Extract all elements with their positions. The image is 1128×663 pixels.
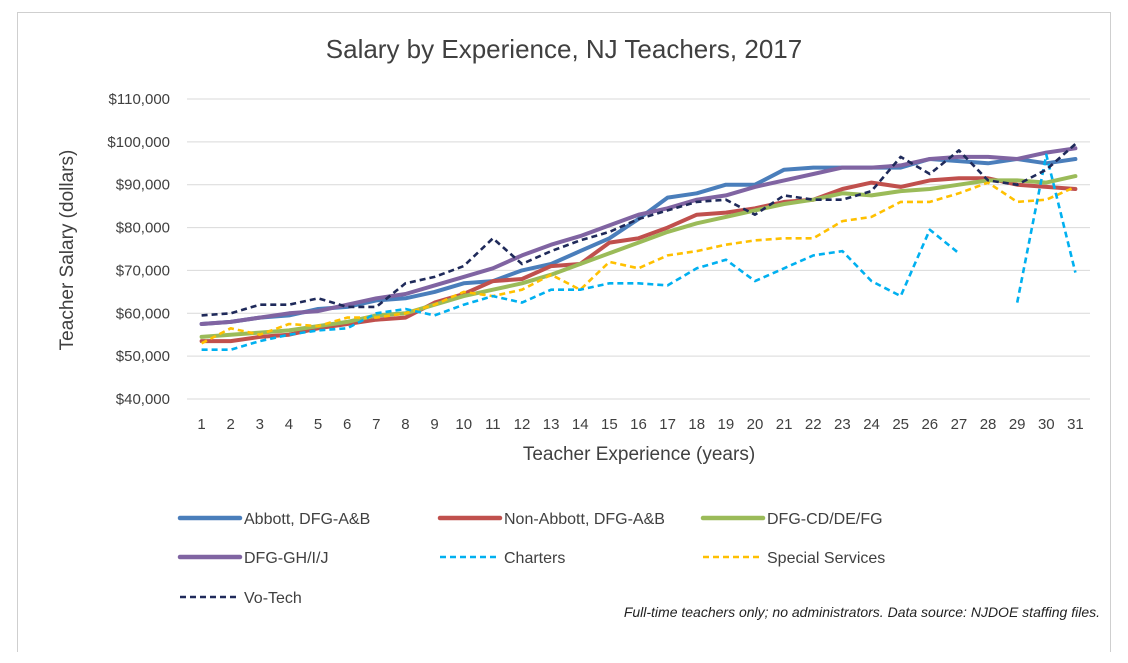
chart-title: Salary by Experience, NJ Teachers, 2017 — [325, 34, 803, 64]
series-line — [201, 181, 1076, 345]
x-tick-label: 10 — [455, 416, 472, 433]
x-tick-label: 12 — [514, 416, 531, 433]
x-tick-label: 30 — [1038, 416, 1055, 433]
x-tick-label: 27 — [951, 416, 968, 433]
x-tick-label: 15 — [601, 416, 618, 433]
series-line — [199, 174, 1078, 339]
x-tick-label: 20 — [747, 416, 764, 433]
x-tick-label: 5 — [314, 416, 322, 433]
legend-label: Abbott, DFG-A&B — [244, 511, 370, 528]
source-note: Full-time teachers only; no administrato… — [623, 604, 1100, 620]
legend-label: DFG-CD/DE/FG — [767, 511, 883, 528]
x-tick-label: 1 — [197, 416, 205, 433]
x-tick-label: 24 — [863, 416, 880, 433]
y-tick-label: $60,000 — [116, 305, 170, 322]
x-tick-label: 2 — [227, 416, 235, 433]
series-line — [1015, 153, 1077, 303]
legend-label: Special Services — [767, 550, 885, 567]
x-tick-label: 14 — [572, 416, 589, 433]
x-tick-label: 16 — [630, 416, 647, 433]
x-tick-label: 11 — [485, 416, 501, 433]
x-tick-label: 13 — [543, 416, 560, 433]
y-tick-label: $90,000 — [116, 177, 170, 194]
legend-label: Charters — [504, 550, 565, 567]
x-tick-label: 7 — [372, 416, 380, 433]
chart-frame — [17, 12, 1111, 652]
series-line — [199, 146, 1078, 326]
x-tick-label: 6 — [343, 416, 351, 433]
x-tick-label: 26 — [921, 416, 938, 433]
y-tick-label: $40,000 — [116, 391, 170, 408]
x-tick-label: 23 — [834, 416, 851, 433]
series-line — [201, 143, 1077, 317]
series-line — [199, 176, 1078, 344]
x-tick-label: 31 — [1067, 416, 1084, 433]
x-tick-label: 21 — [776, 416, 793, 433]
x-tick-label: 28 — [980, 416, 997, 433]
y-tick-label: $110,000 — [109, 91, 170, 108]
y-tick-label: $100,000 — [107, 134, 170, 151]
x-tick-label: 3 — [256, 416, 264, 433]
y-tick-label: $80,000 — [116, 220, 170, 237]
y-tick-label: $50,000 — [116, 348, 170, 365]
legend-label: Vo-Tech — [244, 590, 302, 607]
x-tick-label: 25 — [892, 416, 909, 433]
x-tick-label: 29 — [1009, 416, 1026, 433]
legend-label: Non-Abbott, DFG-A&B — [504, 511, 665, 528]
x-tick-label: 18 — [688, 416, 705, 433]
x-axis-label: Teacher Experience (years) — [522, 444, 756, 465]
x-tick-label: 19 — [718, 416, 735, 433]
y-tick-label: $70,000 — [116, 262, 170, 279]
x-tick-label: 17 — [659, 416, 676, 433]
x-tick-label: 8 — [401, 416, 409, 433]
x-tick-label: 9 — [430, 416, 438, 433]
x-tick-label: 22 — [805, 416, 822, 433]
legend-label: DFG-GH/I/J — [244, 550, 328, 567]
series-line — [201, 228, 960, 351]
x-tick-label: 4 — [285, 416, 293, 433]
